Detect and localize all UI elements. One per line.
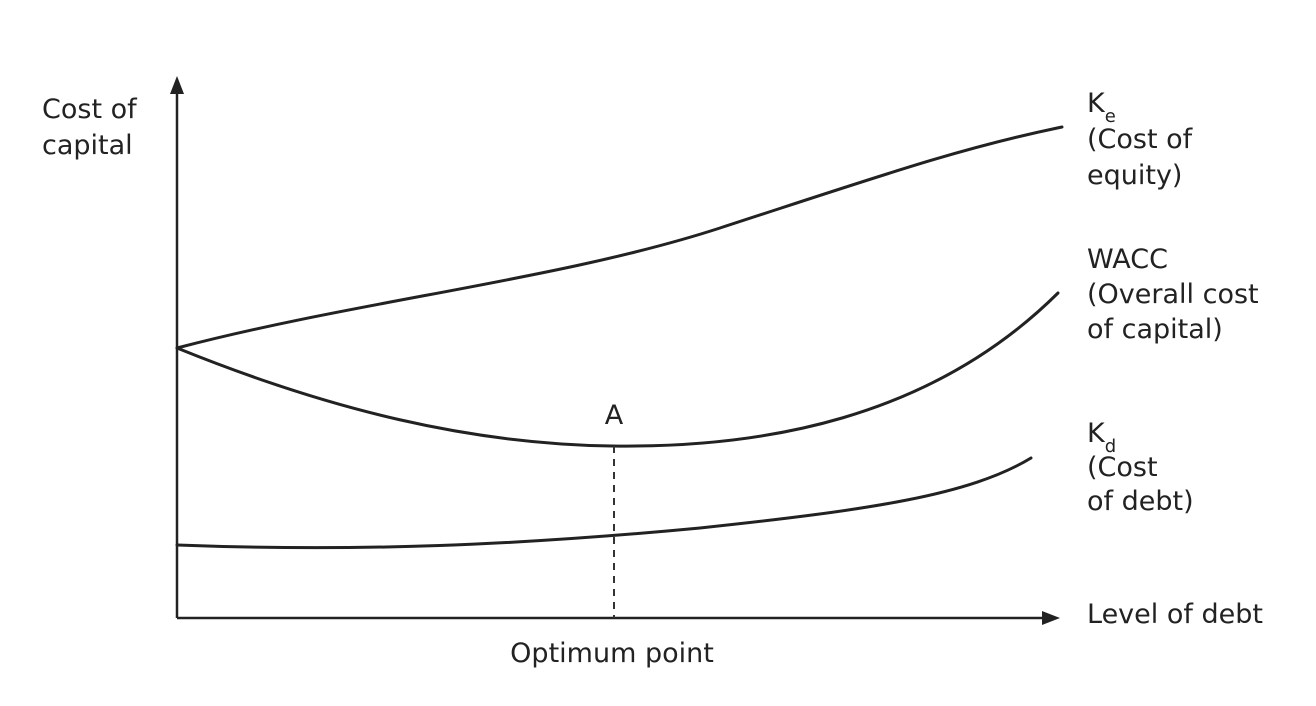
x-axis-label: Level of debt — [1087, 599, 1263, 630]
ke-symbol-letter: K — [1087, 88, 1106, 119]
ke-label-line2: equity) — [1087, 160, 1182, 191]
ke-subscript: e — [1105, 106, 1116, 127]
y-axis-label-line2: capital — [42, 130, 133, 161]
kd-symbol: Kd — [1087, 418, 1116, 457]
y-axis-label-line1: Cost of — [42, 94, 138, 125]
point-a-label: A — [605, 400, 624, 431]
kd-label-line1: (Cost — [1087, 452, 1158, 483]
kd-subscript: d — [1105, 436, 1116, 457]
axes — [170, 76, 1060, 625]
cost-of-equity-curve — [175, 125, 1064, 350]
wacc-label: WACC (Overall cost of capital) — [1087, 244, 1259, 345]
kd-symbol-letter: K — [1087, 418, 1106, 449]
ke-label: Ke (Cost of equity) — [1087, 88, 1194, 191]
cost-of-debt-curve — [175, 456, 1033, 550]
y-axis-arrowhead — [170, 76, 184, 94]
kd-label-line2: of debt) — [1087, 486, 1194, 517]
kd-label: Kd (Cost of debt) — [1087, 418, 1194, 517]
x-axis-arrowhead — [1042, 611, 1060, 625]
wacc-title: WACC — [1087, 244, 1168, 275]
wacc-label-line2: of capital) — [1087, 314, 1223, 345]
wacc-label-line1: (Overall cost — [1087, 279, 1259, 310]
optimum-point-label: Optimum point — [510, 638, 714, 669]
ke-label-line1: (Cost of — [1087, 124, 1194, 155]
ke-symbol: Ke — [1087, 88, 1116, 127]
wacc-curve — [175, 291, 1060, 448]
